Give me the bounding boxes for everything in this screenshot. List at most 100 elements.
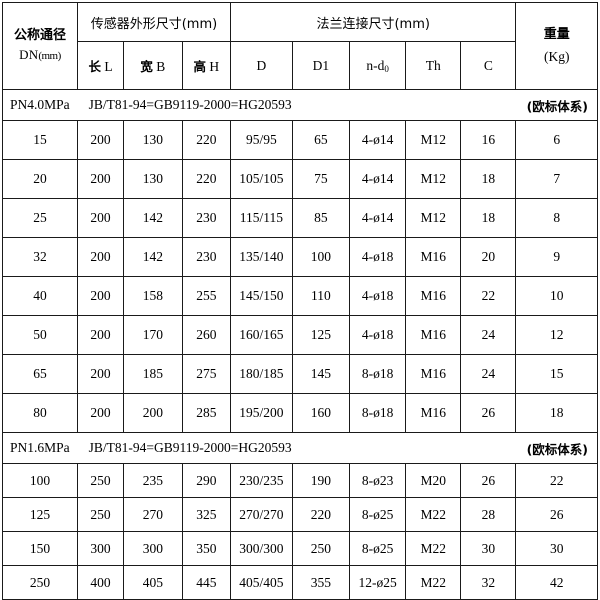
cell-c: 26 [460,463,517,498]
cell-d: 195/200 [230,393,293,433]
cell-height: 350 [181,531,232,566]
cell-weight: 10 [515,276,598,316]
cell-length: 200 [76,237,125,277]
section-banner: PN1.6MPa JB/T81-94=GB9119-2000=HG20593 (欧标… [3,439,597,458]
table-row: 40 200 158 255 145/150 110 4-ø18 M16 22 10 [2,276,598,316]
cell-d1: 110 [291,276,351,316]
cell-width: 405 [123,565,183,600]
cell-width: 130 [123,120,183,160]
cell-width: 142 [123,237,183,277]
cell-dn: 250 [2,565,78,600]
section-banner-row: PN4.0MPa JB/T81-94=GB9119-2000=HG20593 (欧标… [2,89,598,121]
cell-length: 200 [76,198,125,238]
cell-d1: 125 [291,315,351,355]
cell-d: 160/165 [230,315,293,355]
cell-height: 220 [181,159,232,199]
cell-length: 250 [76,463,125,498]
cell-dn: 20 [2,159,78,199]
header-weight: 重量 (Kg) [515,2,598,90]
cell-d1: 355 [291,565,351,600]
section-standard-code: JB/T81-94=GB9119-2000=HG20593 [88,440,292,455]
header-row-columns: 长 L 宽 B 高 H D D1 n-d0 Th C [3,41,598,90]
cell-c: 24 [460,315,517,355]
cell-dn: 100 [2,463,78,498]
cell-length: 200 [76,315,125,355]
section-pressure-rating: PN1.6MPa [10,440,70,455]
cell-weight: 9 [515,237,598,277]
cell-dn: 50 [2,315,78,355]
cell-dn: 15 [2,120,78,160]
cell-nd0: 4-ø14 [349,198,407,238]
cell-th: M20 [405,463,462,498]
cell-d: 105/105 [230,159,293,199]
section-banner-row: PN1.6MPa JB/T81-94=GB9119-2000=HG20593 (欧标… [2,432,598,464]
cell-nd0: 4-ø18 [349,237,407,277]
cell-dn: 150 [2,531,78,566]
cell-nd0: 4-ø18 [349,276,407,316]
cell-d: 145/150 [230,276,293,316]
table-row: 125 250 270 325 270/270 220 8-ø25 M22 28 26 [2,497,598,532]
cell-th: M16 [405,276,462,316]
cell-c: 20 [460,237,517,277]
cell-weight: 22 [515,463,598,498]
table-row: 100 250 235 290 230/235 190 8-ø23 M20 26 22 [2,463,598,498]
header-group-flange-dimensions: 法兰连接尺寸(mm) [230,2,517,42]
cell-d1: 250 [291,531,351,566]
table-row: 50 200 170 260 160/165 125 4-ø18 M16 24 12 [2,315,598,355]
cell-th: M16 [405,315,462,355]
cell-weight: 6 [515,120,598,160]
table-row: 32 200 142 230 135/140 100 4-ø18 M16 20 9 [2,237,598,277]
cell-d: 95/95 [230,120,293,160]
cell-dn: 65 [2,354,78,394]
header-col-d: D [230,41,293,90]
cell-weight: 42 [515,565,598,600]
section-pressure-rating: PN4.0MPa [10,97,70,112]
header-nominal-diameter: 公称通径 DN(mm) [2,2,78,90]
cell-th: M12 [405,159,462,199]
cell-nd0: 8-ø18 [349,393,407,433]
table-row: 80 200 200 285 195/200 160 8-ø18 M16 26 18 [2,393,598,433]
section-standard-code: JB/T81-94=GB9119-2000=HG20593 [88,97,292,112]
cell-length: 200 [76,120,125,160]
cell-width: 270 [123,497,183,532]
cell-th: M22 [405,531,462,566]
cell-weight: 12 [515,315,598,355]
header-group-sensor-dimensions: 传感器外形尺寸(mm) [76,2,232,42]
cell-height: 230 [181,237,232,277]
cell-d1: 75 [291,159,351,199]
cell-c: 26 [460,393,517,433]
cell-d: 115/115 [230,198,293,238]
cell-d1: 160 [291,393,351,433]
cell-height: 325 [181,497,232,532]
cell-th: M22 [405,497,462,532]
cell-c: 28 [460,497,517,532]
table-row: 250 400 405 445 405/405 355 12-ø25 M22 32 42 [2,565,598,600]
cell-height: 275 [181,354,232,394]
header-col-width: 宽 B [123,41,183,90]
cell-c: 22 [460,276,517,316]
cell-d: 230/235 [230,463,293,498]
table-row: 25 200 142 230 115/115 85 4-ø14 M12 18 8 [2,198,598,238]
cell-length: 200 [76,159,125,199]
cell-c: 18 [460,198,517,238]
cell-width: 130 [123,159,183,199]
cell-weight: 26 [515,497,598,532]
cell-dn: 80 [2,393,78,433]
cell-width: 170 [123,315,183,355]
cell-c: 16 [460,120,517,160]
header-col-c: C [460,41,517,90]
cell-nd0: 12-ø25 [349,565,407,600]
header-col-height: 高 H [181,41,232,90]
header-col-th: Th [405,41,462,90]
section-standard-system: (欧标体系) [526,98,588,114]
cell-nd0: 8-ø18 [349,354,407,394]
cell-height: 230 [181,198,232,238]
cell-d: 135/140 [230,237,293,277]
cell-d: 270/270 [230,497,293,532]
header-weight-unit: (Kg) [543,48,570,64]
cell-d1: 100 [291,237,351,277]
header-row-groups: 公称通径 DN(mm) 传感器外形尺寸(mm) 法兰连接尺寸(mm) 重量 (K… [2,2,598,90]
cell-width: 235 [123,463,183,498]
cell-th: M12 [405,120,462,160]
